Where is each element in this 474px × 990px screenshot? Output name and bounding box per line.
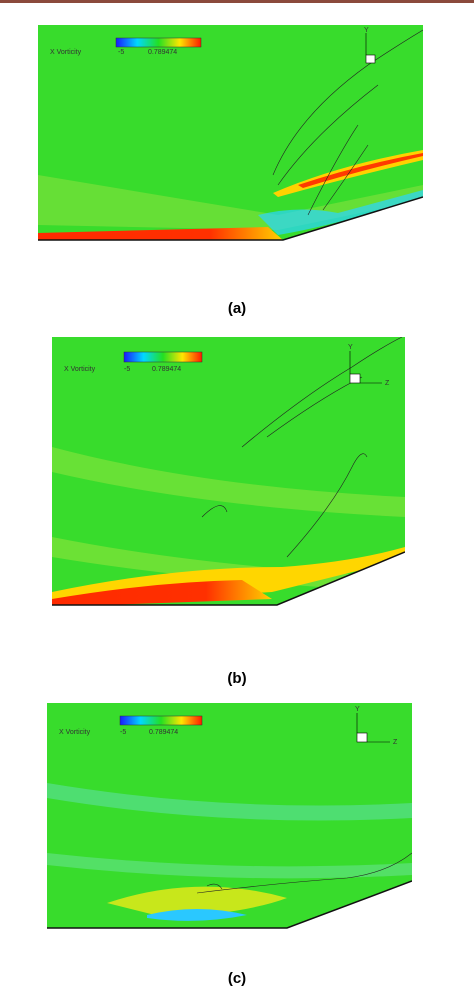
legend-max: 0.789474 [148,49,177,56]
caption: (b) [227,670,247,687]
legend-max: 0.789474 [152,366,181,373]
axis-label: Y [364,27,369,34]
legend-min: -5 [120,729,126,736]
axis-label: Y [348,344,353,351]
legend-title: X Vorticity [50,49,82,56]
contour-panel: X Vorticity -5 0.789474 Y Z [47,703,412,968]
legend-title: X Vorticity [64,366,96,373]
legend-title: X Vorticity [59,729,91,736]
legend-min: -5 [118,49,124,56]
legend-max: 0.789474 [149,729,178,736]
legend-min: -5 [124,366,130,373]
top-rule [0,0,474,3]
caption: (c) [227,970,247,987]
contour-panel: X Vorticity -5 0.789474 Y [38,25,423,277]
axis-label: Y [355,706,360,713]
axis-label: Z [385,380,390,387]
axis-label: Z [393,739,398,746]
caption: (a) [227,300,247,317]
contour-panel: X Vorticity -5 0.789474 Y Z [52,337,405,648]
